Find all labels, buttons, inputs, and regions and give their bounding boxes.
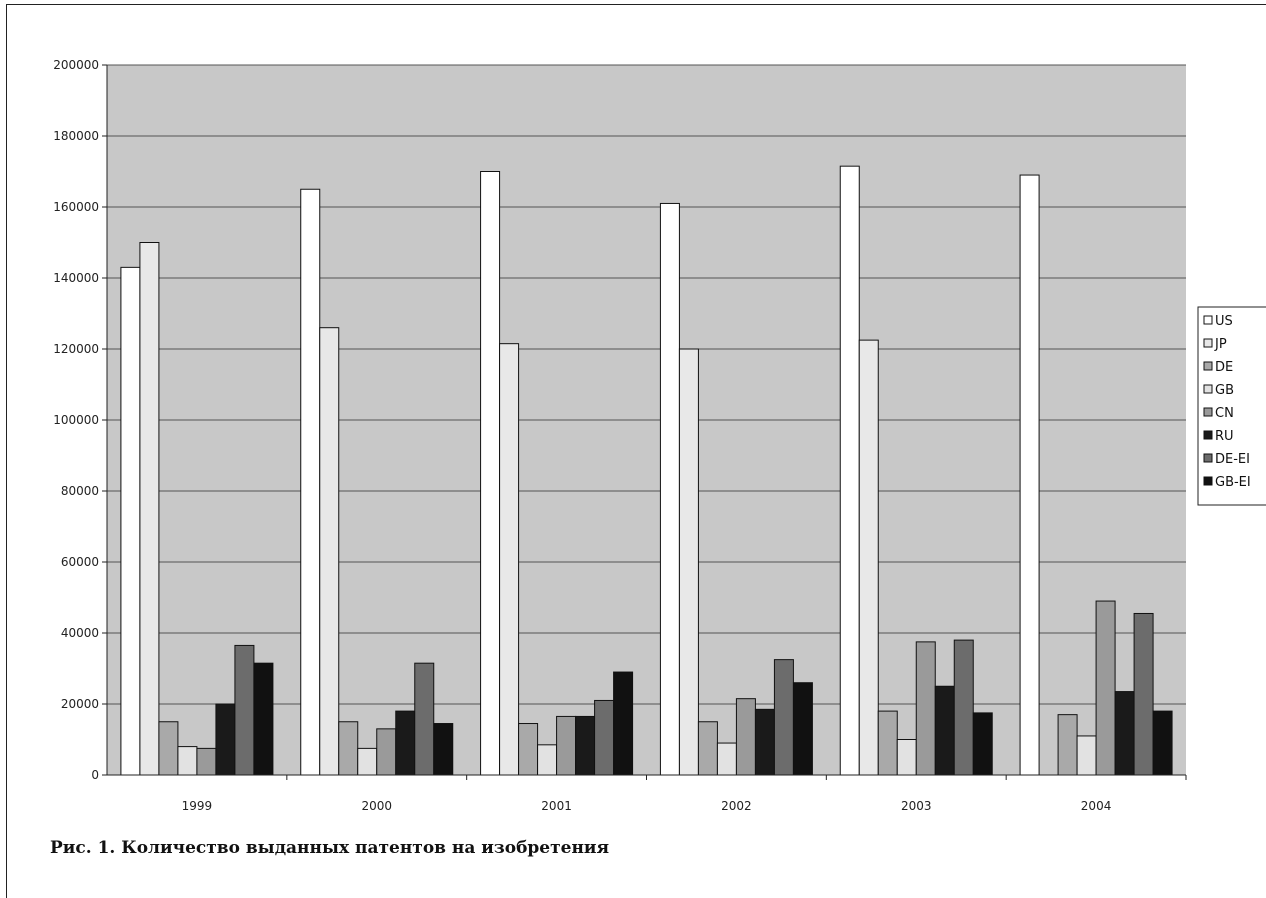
bar xyxy=(1076,735,1097,776)
bar xyxy=(735,698,756,776)
legend-label: RU xyxy=(1215,429,1234,444)
bar xyxy=(1019,174,1040,776)
legend-swatch xyxy=(1203,453,1213,463)
bar xyxy=(953,639,974,776)
bar xyxy=(518,723,539,776)
bar xyxy=(858,339,879,776)
bar xyxy=(319,327,340,776)
frame-border-left xyxy=(6,4,7,898)
bar xyxy=(877,710,898,776)
y-tick-label: 140000 xyxy=(53,271,99,285)
legend-label: GB xyxy=(1215,383,1234,398)
bar xyxy=(139,242,160,776)
bar xyxy=(575,715,596,776)
legend-swatch xyxy=(1203,384,1213,394)
bar xyxy=(537,744,558,776)
legend-label: GB-EI xyxy=(1215,475,1251,490)
y-tick-label: 60000 xyxy=(61,555,99,569)
bar xyxy=(934,685,955,776)
bar xyxy=(338,721,359,776)
bar xyxy=(773,659,794,776)
legend-label: DE xyxy=(1215,360,1233,375)
legend-label: CN xyxy=(1215,406,1234,421)
frame-border-top xyxy=(6,4,1266,5)
x-tick-labels: 1999 2000 2001 2002 2003 2004 xyxy=(182,775,1187,813)
bar xyxy=(1114,691,1135,776)
bar xyxy=(480,171,501,776)
bar xyxy=(659,202,680,776)
legend-label: US xyxy=(1215,314,1233,329)
bar xyxy=(215,703,236,776)
y-tick-label: 180000 xyxy=(53,129,99,143)
x-tick-label: 2003 xyxy=(901,799,932,813)
bar xyxy=(556,715,577,776)
bar xyxy=(754,708,775,776)
y-tick-label: 80000 xyxy=(61,484,99,498)
figure-caption: Рис. 1. Количество выданных патентов на … xyxy=(50,838,610,858)
bar xyxy=(300,188,321,776)
grid-lines xyxy=(107,64,1186,705)
bar xyxy=(234,644,255,776)
x-tick-label: 2004 xyxy=(1081,799,1112,813)
legend-swatch xyxy=(1203,338,1213,348)
bar xyxy=(196,747,217,776)
y-tick-label: 40000 xyxy=(61,626,99,640)
bar xyxy=(915,641,936,776)
y-tick-label: 0 xyxy=(91,768,99,782)
x-tick-label: 2000 xyxy=(361,799,392,813)
bar xyxy=(253,662,274,776)
bar xyxy=(972,712,993,776)
bar xyxy=(613,671,634,776)
bar xyxy=(158,721,179,776)
y-tick-label: 200000 xyxy=(53,58,99,72)
legend-swatch xyxy=(1203,361,1213,371)
x-tick-label: 1999 xyxy=(182,799,213,813)
bar xyxy=(839,165,860,776)
bar xyxy=(376,728,397,776)
bar xyxy=(594,699,615,776)
bar xyxy=(896,739,917,776)
legend-swatch xyxy=(1203,476,1213,486)
bar xyxy=(395,710,416,776)
bar xyxy=(716,742,737,776)
y-tick-label: 160000 xyxy=(53,200,99,214)
legend-swatch xyxy=(1203,407,1213,417)
legend-swatch xyxy=(1203,430,1213,440)
legend: US JP DE GB CN RU DE-EI GB-EI xyxy=(1197,306,1266,506)
y-tick-label: 20000 xyxy=(61,697,99,711)
bar-chart: 0 20000 40000 60000 80000 100000 120000 140000 1… xyxy=(53,58,1266,813)
bar xyxy=(1133,612,1154,776)
bars-group xyxy=(120,165,1173,776)
bar xyxy=(414,662,435,776)
legend-label: JP xyxy=(1214,337,1227,352)
bar xyxy=(697,721,718,776)
y-tick-label: 120000 xyxy=(53,342,99,356)
bar xyxy=(1057,714,1078,776)
bar xyxy=(120,266,141,776)
y-tick-labels: 0 20000 40000 60000 80000 100000 120000 140000 1… xyxy=(53,58,107,782)
bar xyxy=(357,747,378,776)
y-tick-label: 100000 xyxy=(53,413,99,427)
bar xyxy=(1095,600,1116,776)
bar xyxy=(433,723,454,776)
bar xyxy=(499,343,520,776)
x-tick-label: 2001 xyxy=(541,799,572,813)
bar xyxy=(177,746,198,776)
bar xyxy=(678,348,699,776)
bar xyxy=(1152,710,1173,776)
legend-label: DE-EI xyxy=(1215,452,1250,467)
legend-swatch xyxy=(1203,315,1213,325)
bar xyxy=(792,682,813,776)
x-tick-label: 2002 xyxy=(721,799,752,813)
